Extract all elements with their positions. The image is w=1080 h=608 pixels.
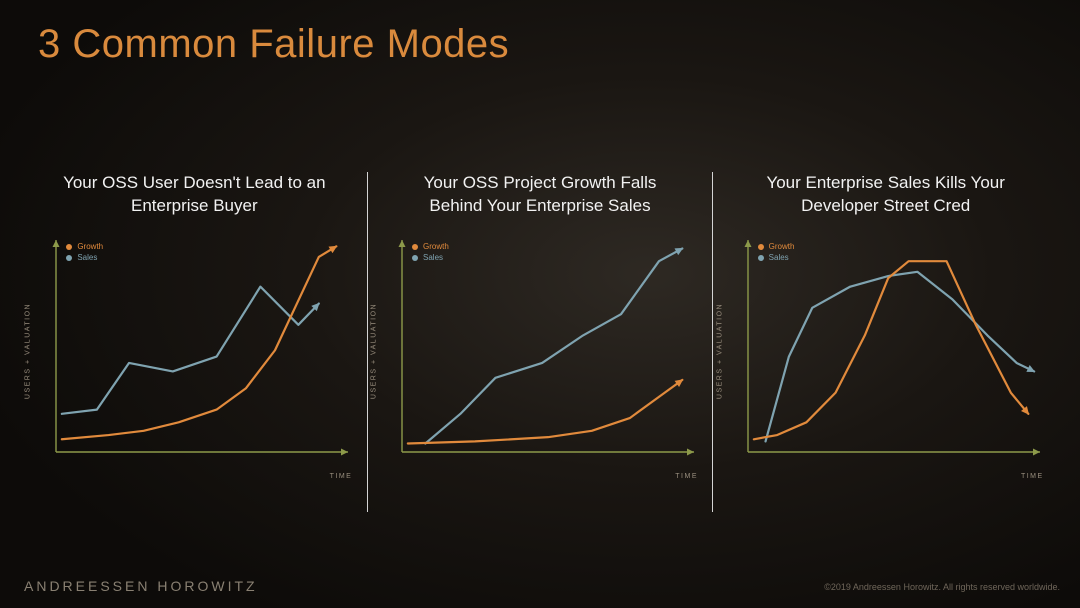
panel-2-title: Your OSS Project Growth Falls Behind You… [380, 172, 701, 220]
legend: Growth Sales [758, 242, 795, 264]
legend-growth-label: Growth [769, 242, 795, 251]
legend-growth-label: Growth [77, 242, 103, 251]
panel-1-title: Your OSS User Doesn't Lead to an Enterpr… [34, 172, 355, 220]
panel-3-title: Your Enterprise Sales Kills Your Develop… [725, 172, 1046, 220]
chart-svg-1 [34, 236, 354, 466]
legend-growth-dot [412, 244, 418, 250]
x-axis-label: TIME [1021, 473, 1044, 480]
slide-title: 3 Common Failure Modes [38, 22, 509, 67]
panel-2-chart: USERS + VALUATION TIME Growth Sales [380, 236, 700, 466]
legend: Growth Sales [412, 242, 449, 264]
y-axis-label: USERS + VALUATION [371, 303, 378, 399]
panels-row: Your OSS User Doesn't Lead to an Enterpr… [22, 172, 1058, 512]
legend-growth-label: Growth [423, 242, 449, 251]
y-axis-label: USERS + VALUATION [25, 303, 32, 399]
legend-sales-dot [758, 255, 764, 261]
chart-svg-3 [726, 236, 1046, 466]
legend: Growth Sales [66, 242, 103, 264]
legend-sales-label: Sales [769, 253, 789, 262]
x-axis-label: TIME [330, 473, 353, 480]
copyright-text: ©2019 Andreessen Horowitz. All rights re… [824, 582, 1060, 592]
chart-svg-2 [380, 236, 700, 466]
legend-sales-label: Sales [77, 253, 97, 262]
legend-sales-label: Sales [423, 253, 443, 262]
panel-2: Your OSS Project Growth Falls Behind You… [368, 172, 713, 512]
legend-growth-dot [758, 244, 764, 250]
panel-3: Your Enterprise Sales Kills Your Develop… [713, 172, 1058, 512]
brand-text: ANDREESSEN HOROWITZ [24, 578, 258, 594]
legend-sales-dot [66, 255, 72, 261]
y-axis-label: USERS + VALUATION [716, 303, 723, 399]
panel-1: Your OSS User Doesn't Lead to an Enterpr… [22, 172, 367, 512]
legend-growth-dot [66, 244, 72, 250]
legend-sales-dot [412, 255, 418, 261]
x-axis-label: TIME [675, 473, 698, 480]
panel-1-chart: USERS + VALUATION TIME Growth Sales [34, 236, 354, 466]
panel-3-chart: USERS + VALUATION TIME Growth Sales [726, 236, 1046, 466]
